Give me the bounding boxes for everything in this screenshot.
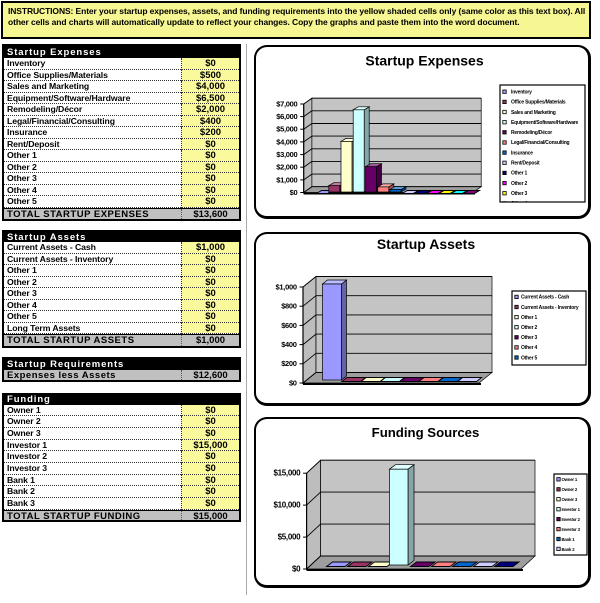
svg-text:$6,000: $6,000 (276, 112, 297, 121)
svg-text:Bank 3: Bank 3 (562, 557, 576, 562)
svg-text:$0: $0 (290, 188, 298, 197)
svg-text:Current Assets - Inventory: Current Assets - Inventory (521, 305, 579, 311)
svg-text:Investor 3: Investor 3 (562, 527, 581, 532)
svg-text:$0: $0 (289, 378, 297, 387)
svg-text:Startup Expenses: Startup Expenses (365, 53, 483, 69)
svg-text:$7,000: $7,000 (276, 99, 297, 108)
svg-text:Other 5: Other 5 (511, 211, 528, 217)
svg-text:Other 2: Other 2 (521, 325, 538, 331)
svg-text:Other 2: Other 2 (511, 181, 528, 187)
svg-text:Current Assets - Cash: Current Assets - Cash (521, 295, 569, 301)
svg-text:Other 3: Other 3 (521, 335, 538, 341)
svg-text:Investor 1: Investor 1 (562, 507, 581, 512)
svg-text:Other 4: Other 4 (521, 345, 538, 351)
svg-text:Startup Assets: Startup Assets (377, 236, 476, 252)
svg-text:Legal/Financial/Consulting: Legal/Financial/Consulting (511, 140, 570, 146)
svg-text:$5,000: $5,000 (276, 125, 297, 134)
svg-text:Office Supplies/Materials: Office Supplies/Materials (511, 100, 566, 106)
svg-text:$10,000: $10,000 (273, 501, 301, 510)
svg-text:Other 5: Other 5 (521, 355, 538, 361)
svg-text:Investor 2: Investor 2 (562, 517, 581, 522)
svg-text:Other 1: Other 1 (511, 171, 528, 177)
svg-text:Funding Sources: Funding Sources (372, 425, 480, 440)
svg-text:Bank 2: Bank 2 (562, 547, 576, 552)
svg-text:Owner 1: Owner 1 (562, 477, 578, 482)
svg-text:$3,000: $3,000 (276, 150, 297, 159)
svg-text:$200: $200 (281, 359, 297, 368)
svg-text:Other 1: Other 1 (521, 315, 538, 321)
svg-text:$4,000: $4,000 (276, 137, 297, 146)
svg-text:$0: $0 (292, 564, 301, 573)
svg-text:Owner 3: Owner 3 (562, 497, 578, 502)
svg-text:$800: $800 (281, 302, 297, 311)
svg-text:Bank 1: Bank 1 (562, 537, 576, 542)
svg-text:$15,000: $15,000 (273, 469, 301, 478)
svg-text:Remodeling/Décor: Remodeling/Décor (511, 130, 552, 136)
svg-text:Inventory: Inventory (511, 90, 532, 96)
svg-text:Other 4: Other 4 (511, 201, 528, 207)
svg-text:Owner 2: Owner 2 (562, 487, 578, 492)
svg-text:$5,000: $5,000 (278, 533, 302, 542)
svg-text:Sales and Marketing: Sales and Marketing (511, 110, 556, 116)
svg-text:$2,000: $2,000 (276, 163, 297, 172)
svg-text:Insurance: Insurance (511, 150, 533, 156)
svg-text:$1,000: $1,000 (276, 175, 297, 184)
svg-text:$400: $400 (281, 340, 297, 349)
svg-text:$1,000: $1,000 (276, 282, 297, 291)
svg-text:$600: $600 (281, 321, 297, 330)
svg-text:Rent/Deposit: Rent/Deposit (511, 161, 540, 167)
svg-text:Other 3: Other 3 (511, 191, 528, 197)
svg-text:Equipment/Software/Hardware: Equipment/Software/Hardware (511, 120, 579, 126)
